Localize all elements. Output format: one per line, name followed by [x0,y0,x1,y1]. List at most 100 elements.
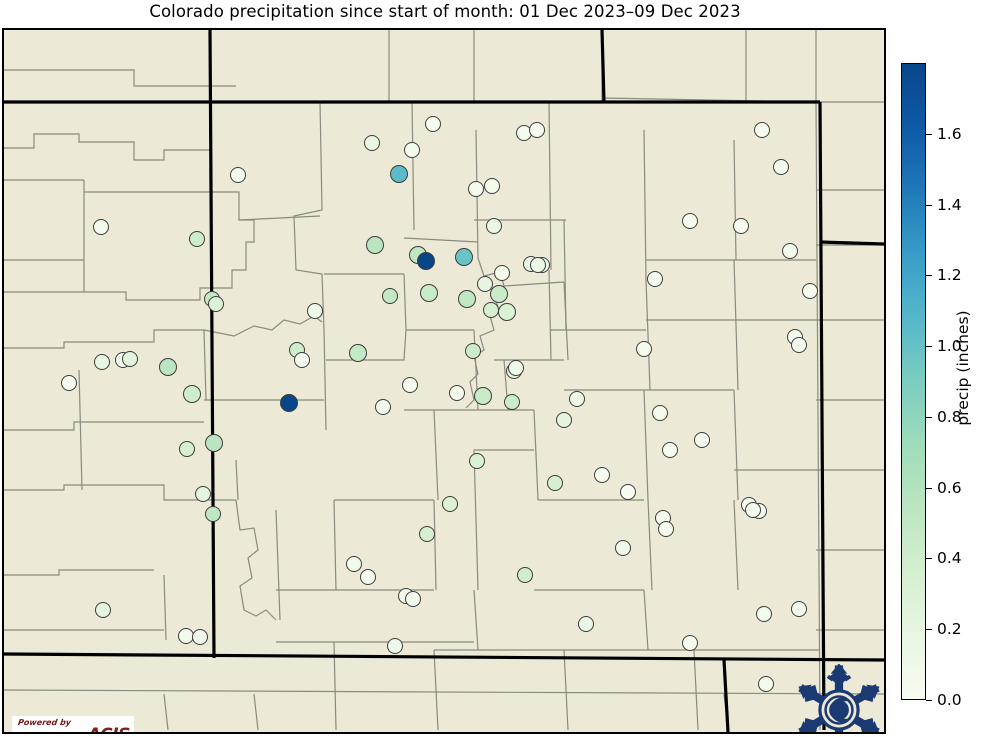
station-marker[interactable] [208,296,224,312]
station-marker[interactable] [756,606,772,622]
station-marker[interactable] [620,484,636,500]
station-marker[interactable] [652,405,668,421]
station-marker[interactable] [122,351,138,367]
station-marker[interactable] [615,540,631,556]
colorbar: 1.6 1.4 1.2 1.0 0.8 0.6 0.4 0.2 0.0 [901,63,962,709]
station-marker[interactable] [346,556,362,572]
colorbar-tick [926,346,932,348]
station-marker[interactable] [578,616,594,632]
station-marker[interactable] [517,567,533,583]
station-marker[interactable] [205,434,223,452]
station-marker[interactable] [449,385,465,401]
station-marker[interactable] [477,276,493,292]
colorbar-tick [926,275,932,277]
station-marker[interactable] [469,453,485,469]
map-geometry [4,30,884,732]
station-marker[interactable] [189,231,205,247]
station-marker[interactable] [205,506,221,522]
station-marker[interactable] [694,432,710,448]
station-marker[interactable] [474,387,492,405]
station-marker[interactable] [486,218,502,234]
station-marker[interactable] [682,635,698,651]
station-marker[interactable] [791,601,807,617]
station-marker[interactable] [458,290,476,308]
station-marker[interactable] [782,243,798,259]
colorbar-axis-label: precip (inches) [954,310,972,426]
station-marker[interactable] [530,257,546,273]
station-marker[interactable] [647,271,663,287]
colorbar-tick-label: 0.2 [937,620,962,639]
station-marker[interactable] [733,218,749,234]
acis-wordmark: ACIS [88,725,130,732]
station-marker[interactable] [390,165,408,183]
station-marker[interactable] [349,344,367,362]
county-boundaries [4,30,884,731]
station-marker[interactable] [498,303,516,321]
station-marker[interactable] [658,521,674,537]
station-marker[interactable] [280,394,298,412]
station-marker[interactable] [791,337,807,353]
colorbar-gradient [901,63,926,700]
station-marker[interactable] [529,122,545,138]
station-marker[interactable] [95,602,111,618]
station-marker[interactable] [754,122,770,138]
station-marker[interactable] [682,213,698,229]
station-marker[interactable] [484,178,500,194]
station-marker[interactable] [420,284,438,302]
station-marker[interactable] [93,219,109,235]
station-marker[interactable] [494,265,510,281]
station-marker[interactable] [662,442,678,458]
station-marker[interactable] [195,486,211,502]
colorbar-tick-label: 1.6 [937,124,962,143]
snowflake-logo-icon [798,664,880,732]
station-marker[interactable] [508,360,524,376]
station-marker[interactable] [504,394,520,410]
station-marker[interactable] [425,116,441,132]
station-marker[interactable] [404,142,420,158]
station-marker[interactable] [745,502,761,518]
station-marker[interactable] [179,441,195,457]
acis-logo: Powered by ACIS Regional Climate Centers [12,716,134,732]
station-marker[interactable] [375,399,391,415]
colorado-map[interactable]: Powered by ACIS Regional Climate Centers [2,28,886,734]
station-marker[interactable] [294,352,310,368]
station-marker[interactable] [192,629,208,645]
colorbar-tick [926,629,932,631]
colorbar-tick [926,487,932,489]
station-marker[interactable] [636,341,652,357]
colorbar-tick [926,700,932,701]
station-marker[interactable] [366,236,384,254]
station-marker[interactable] [465,343,481,359]
station-marker[interactable] [547,475,563,491]
colorbar-tick [926,204,932,206]
station-marker[interactable] [360,569,376,585]
station-marker[interactable] [468,181,484,197]
station-marker[interactable] [490,285,508,303]
station-marker[interactable] [455,248,473,266]
station-marker[interactable] [61,375,77,391]
station-marker[interactable] [442,496,458,512]
station-marker[interactable] [183,385,201,403]
colorbar-tick [926,416,932,418]
station-marker[interactable] [382,288,398,304]
station-marker[interactable] [594,467,610,483]
station-marker[interactable] [483,302,499,318]
station-marker[interactable] [387,638,403,654]
station-marker[interactable] [402,377,418,393]
station-marker[interactable] [307,303,323,319]
station-marker[interactable] [556,412,572,428]
station-marker[interactable] [94,354,110,370]
station-marker[interactable] [802,283,818,299]
station-marker[interactable] [758,676,774,692]
station-marker[interactable] [773,159,789,175]
station-marker[interactable] [364,135,380,151]
station-marker[interactable] [230,167,246,183]
colorbar-tick-label: 1.0 [937,337,962,356]
station-marker[interactable] [569,391,585,407]
station-marker[interactable] [159,358,177,376]
station-marker[interactable] [417,252,435,270]
colorbar-tick-label: 0.8 [937,407,962,426]
station-marker[interactable] [405,591,421,607]
station-marker[interactable] [419,526,435,542]
